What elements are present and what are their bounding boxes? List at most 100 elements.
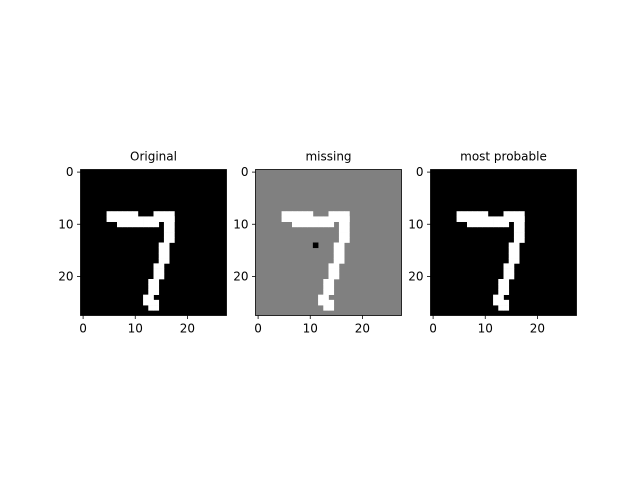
missing-pixel: [312, 242, 319, 249]
image-pixel: [163, 216, 170, 222]
image-pixel: [344, 216, 350, 222]
image-pixel: [106, 211, 113, 217]
image-pixel: [122, 211, 128, 217]
image-pixel: [461, 211, 468, 217]
image-pixel: [307, 221, 314, 228]
image-pixel: [153, 268, 160, 275]
x-tick-label: 0: [429, 322, 437, 336]
image-pixel: [148, 294, 154, 301]
image-pixel: [508, 242, 515, 249]
image-pixel: [344, 232, 350, 238]
image-pixel: [503, 268, 510, 275]
image-pixel: [286, 216, 293, 222]
image-pixel: [328, 263, 335, 269]
image-pixel: [132, 216, 139, 222]
image-pixel: [292, 211, 298, 217]
image-pixel: [158, 258, 165, 264]
image-pixel: [456, 211, 463, 217]
image-pixel: [148, 279, 154, 285]
image-pixel: [472, 216, 478, 222]
image-pixel: [158, 216, 165, 222]
panel-frame: [430, 169, 577, 316]
image-pixel: [153, 299, 160, 306]
image-pixel: [338, 232, 345, 238]
image-pixel: [498, 221, 504, 228]
image-pixel: [143, 299, 149, 306]
image-pixel: [493, 299, 499, 306]
y-tick-label: 0: [241, 165, 249, 179]
image-pixel: [503, 263, 510, 269]
image-pixel: [508, 252, 515, 259]
x-tick-label: 20: [355, 322, 370, 336]
image-pixel: [132, 211, 139, 217]
image-pixel: [328, 299, 335, 306]
image-pixel: [338, 247, 345, 254]
image-pixel: [148, 221, 154, 228]
image-pixel: [328, 273, 335, 280]
image-pixel: [312, 221, 319, 228]
image-pixel: [163, 252, 170, 259]
image-pixel: [323, 284, 329, 290]
image-pixel: [513, 221, 520, 228]
image-pixel: [153, 289, 160, 295]
image-pixel: [158, 247, 165, 254]
image-pixel: [503, 273, 510, 280]
image-pixel: [503, 305, 510, 311]
image-pixel: [281, 211, 288, 217]
image-pixel: [143, 221, 149, 228]
y-tick-label: 0: [66, 165, 74, 179]
image-pixel: [292, 221, 298, 228]
image-pixel: [503, 284, 510, 290]
image-pixel: [163, 242, 170, 249]
image-pixel: [302, 221, 308, 228]
image-pixel: [461, 216, 468, 222]
image-pixel: [158, 273, 165, 280]
y-tick-label: 10: [408, 217, 423, 231]
image-pixel: [503, 216, 510, 222]
image-pixel: [323, 305, 329, 311]
panel-frame: [255, 169, 402, 316]
image-pixel: [323, 221, 329, 228]
image-pixel: [286, 211, 293, 217]
image-pixel: [333, 216, 340, 222]
image-pixel: [493, 216, 499, 222]
image-pixel: [328, 268, 335, 275]
image-pixel: [338, 216, 345, 222]
image-pixel: [143, 294, 149, 301]
x-tick-label: 10: [478, 322, 493, 336]
image-pixel: [498, 216, 504, 222]
image-pixel: [328, 211, 335, 217]
panel-3: most probable 0 10 20 0 10 20: [408, 150, 577, 336]
image-pixel: [519, 216, 525, 222]
image-pixel: [153, 273, 160, 280]
image-pixel: [312, 216, 319, 222]
image-pixel: [169, 237, 175, 243]
image-pixel: [513, 211, 520, 217]
image-pixel: [508, 211, 515, 217]
x-tick-label: 10: [128, 322, 143, 336]
image-pixel: [467, 221, 473, 228]
image-pixel: [333, 252, 340, 259]
panel-1: Original 0 10 20 0 10 20: [58, 150, 227, 336]
y-tick-label: 20: [58, 269, 73, 283]
image-pixel: [487, 221, 494, 228]
image-pixel: [503, 289, 510, 295]
image-pixel: [318, 294, 324, 301]
image-pixel: [456, 216, 463, 222]
image-pixel: [143, 216, 149, 222]
image-pixel: [328, 279, 335, 285]
image-pixel: [127, 221, 133, 228]
image-pixel: [111, 216, 118, 222]
image-pixel: [503, 299, 510, 306]
image-pixel: [513, 216, 520, 222]
image-pixel: [153, 216, 160, 222]
image-pixel: [122, 221, 128, 228]
image-pixel: [111, 211, 118, 217]
y-tick-label: 20: [233, 269, 248, 283]
image-pixel: [328, 221, 335, 228]
image-pixel: [163, 211, 170, 217]
image-pixel: [503, 211, 510, 217]
y-tick-label: 10: [233, 217, 248, 231]
image-pixel: [163, 258, 170, 264]
